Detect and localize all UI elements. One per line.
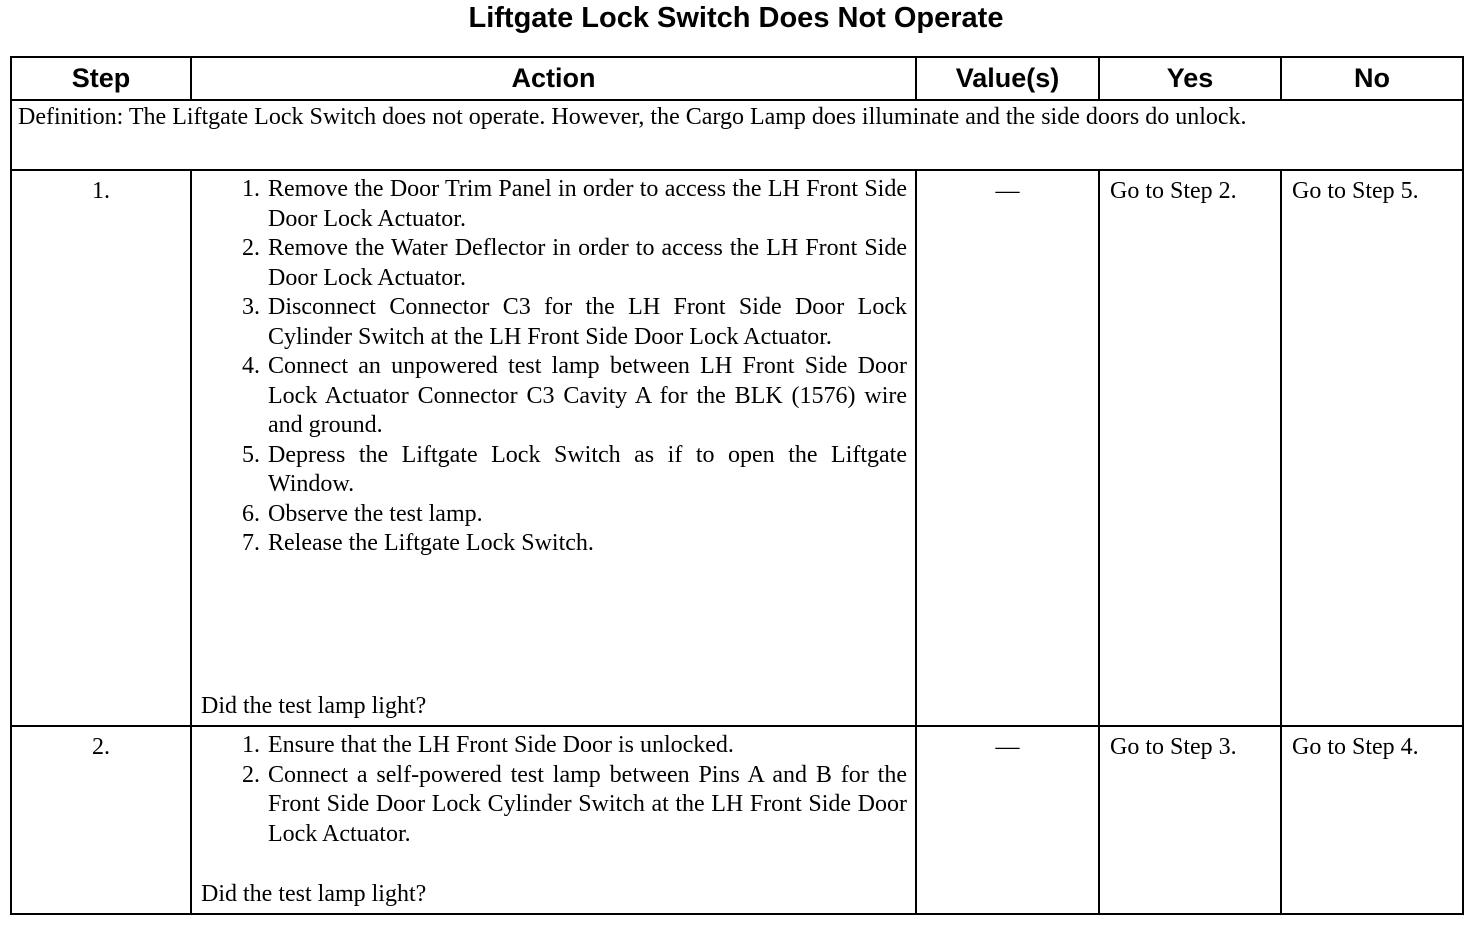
action-list: Remove the Door Trim Panel in order to a… (192, 175, 907, 559)
action-item: Release the Liftgate Lock Switch. (266, 529, 907, 559)
action-item: Disconnect Connector C3 for the LH Front… (266, 293, 907, 352)
no-cell: Go to Step 5. (1280, 169, 1464, 727)
table-row: 1. Remove the Door Trim Panel in order t… (10, 169, 1464, 727)
action-question: Did the test lamp light? (201, 880, 427, 907)
page-title: Liftgate Lock Switch Does Not Operate (468, 2, 1004, 34)
action-item: Connect a self-powered test lamp between… (266, 761, 907, 850)
header-step: Step (10, 56, 192, 101)
definition-row: Definition: The Liftgate Lock Switch doe… (10, 99, 1464, 171)
action-list: Ensure that the LH Front Side Door is un… (192, 731, 907, 849)
header-values: Value(s) (915, 56, 1100, 101)
action-cell: Ensure that the LH Front Side Door is un… (190, 725, 917, 915)
step-number: 1. (10, 169, 192, 727)
action-item: Observe the test lamp. (266, 500, 907, 530)
header-row: Step Action Value(s) Yes No (10, 56, 1464, 101)
value-cell: — (915, 725, 1100, 915)
action-cell: Remove the Door Trim Panel in order to a… (190, 169, 917, 727)
yes-cell: Go to Step 3. (1098, 725, 1282, 915)
step-number: 2. (10, 725, 192, 915)
action-item: Depress the Liftgate Lock Switch as if t… (266, 441, 907, 500)
action-item: Remove the Water Deflector in order to a… (266, 234, 907, 293)
action-item: Ensure that the LH Front Side Door is un… (266, 731, 907, 761)
value-cell: — (915, 169, 1100, 727)
definition: Definition: The Liftgate Lock Switch doe… (10, 99, 1464, 171)
diagnostic-table: Step Action Value(s) Yes No Definition: … (10, 56, 1464, 915)
action-item: Connect an unpowered test lamp between L… (266, 352, 907, 441)
table-row: 2. Ensure that the LH Front Side Door is… (10, 725, 1464, 915)
no-cell: Go to Step 4. (1280, 725, 1464, 915)
action-item: Remove the Door Trim Panel in order to a… (266, 175, 907, 234)
header-no: No (1280, 56, 1464, 101)
yes-cell: Go to Step 2. (1098, 169, 1282, 727)
header-yes: Yes (1098, 56, 1282, 101)
action-question: Did the test lamp light? (201, 692, 427, 719)
header-action: Action (190, 56, 917, 101)
